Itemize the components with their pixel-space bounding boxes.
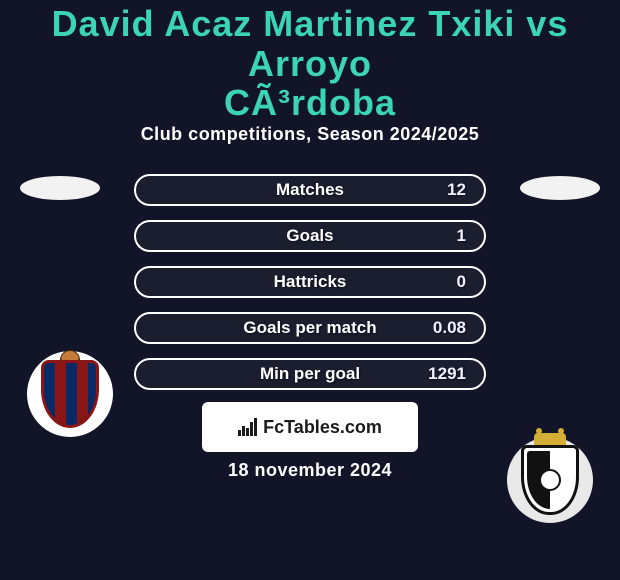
title-line-1: David Acaz Martinez Txiki vs Arroyo bbox=[52, 3, 569, 84]
stat-label: Goals bbox=[136, 226, 484, 246]
stat-row: Goals1 bbox=[134, 220, 486, 252]
stat-label: Min per goal bbox=[136, 364, 484, 384]
fctables-badge: FcTables.com bbox=[202, 402, 418, 452]
stat-label: Goals per match bbox=[136, 318, 484, 338]
subtitle: Club competitions, Season 2024/2025 bbox=[0, 124, 620, 145]
stat-row: Goals per match0.08 bbox=[134, 312, 486, 344]
stat-row: Hattricks0 bbox=[134, 266, 486, 298]
stat-row: Min per goal1291 bbox=[134, 358, 486, 390]
comparison-card: David Acaz Martinez Txiki vs Arroyo CÃ³r… bbox=[0, 0, 620, 580]
stat-row: Matches12 bbox=[134, 174, 486, 206]
stat-label: Hattricks bbox=[136, 272, 484, 292]
fctables-label: FcTables.com bbox=[263, 417, 382, 438]
page-title: David Acaz Martinez Txiki vs Arroyo CÃ³r… bbox=[0, 0, 620, 123]
stat-label: Matches bbox=[136, 180, 484, 200]
title-line-2: CÃ³rdoba bbox=[224, 82, 396, 123]
stats-block: Matches12 Goals1 Hattricks0 Goals per match… bbox=[0, 174, 620, 390]
date-line: 18 november 2024 bbox=[0, 460, 620, 481]
bar-chart-icon bbox=[238, 418, 257, 436]
